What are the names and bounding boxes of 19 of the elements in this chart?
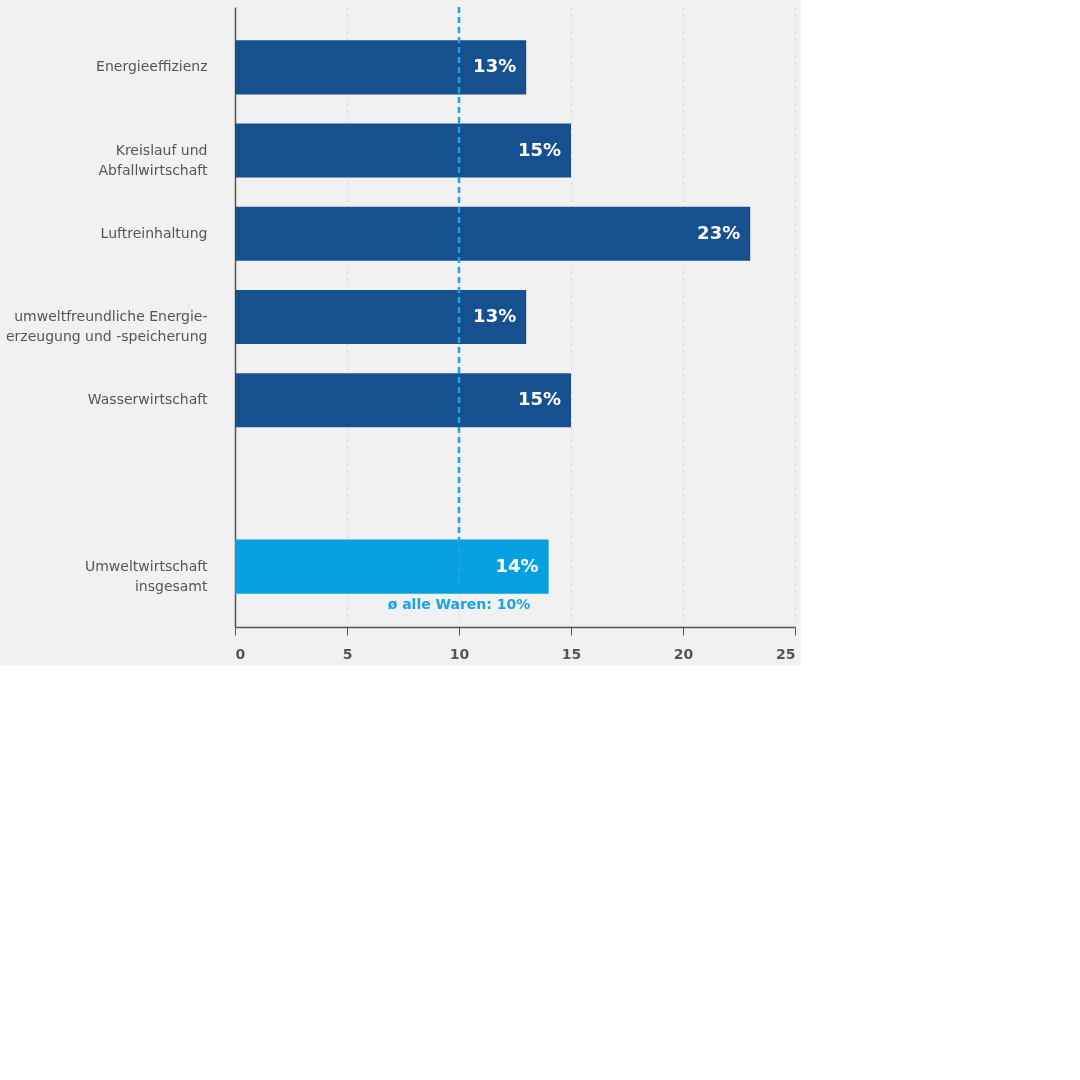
y-tick-label: Luftreinhaltung xyxy=(100,224,208,241)
x-tick-label: 5 xyxy=(342,645,353,662)
data-label: 13% xyxy=(473,55,517,77)
x-tick-label: 25 xyxy=(776,645,796,662)
y-tick-label: Wasserwirtschaft xyxy=(87,391,209,408)
x-tick-label: 15 xyxy=(561,645,582,662)
data-label: 14% xyxy=(495,554,539,576)
x-tick-label: 0 xyxy=(235,645,246,662)
data-label: 15% xyxy=(517,388,561,410)
x-tick-label: 20 xyxy=(673,645,694,662)
data-label: 15% xyxy=(517,138,561,160)
y-tick-label: Energieeffizienz xyxy=(96,58,208,75)
ref-line-label: ø alle Waren: 10% xyxy=(387,596,531,612)
y-tick-label: umweltfreundliche Energie- erzeugung und -speicherung xyxy=(5,308,208,344)
x-tick-label: 10 xyxy=(449,645,470,662)
data-label: 13% xyxy=(473,305,517,326)
y-tick-label: Kreislauf und Abfallwirtschaft xyxy=(98,141,209,178)
y-tick-label: Umweltwirtschaft insgesamt xyxy=(84,557,209,594)
data-label: 23% xyxy=(697,221,741,243)
